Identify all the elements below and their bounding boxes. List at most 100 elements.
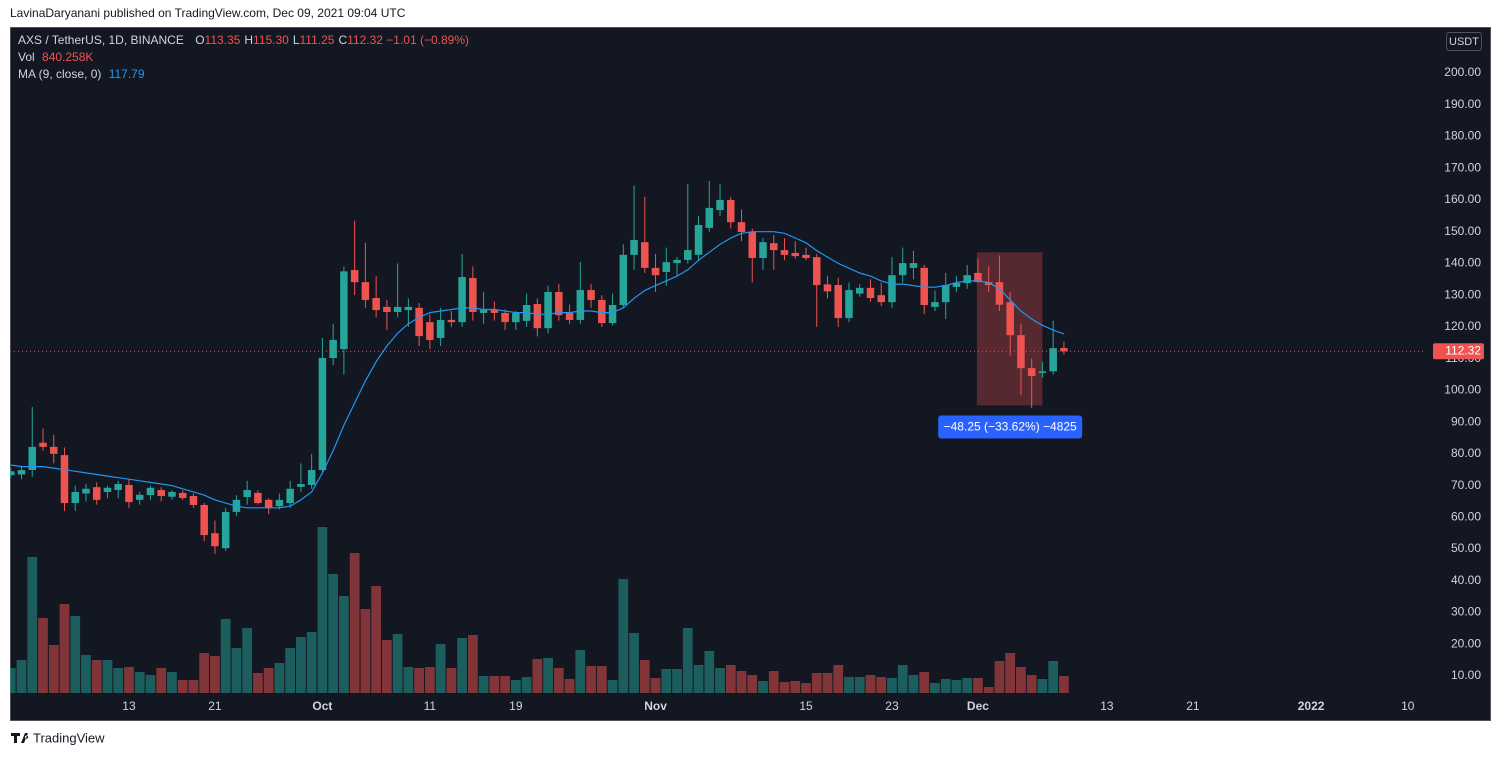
volume-bar [27, 557, 38, 693]
plot-area [10, 180, 1425, 693]
candle-body [157, 490, 165, 497]
candle-body [888, 275, 896, 303]
volume-bar [500, 675, 510, 693]
candle-body [598, 299, 606, 324]
candle-body [501, 312, 509, 323]
candle-body [17, 470, 26, 475]
candle-body [479, 310, 488, 313]
volume-bar [779, 682, 790, 693]
volume-bar [382, 640, 392, 693]
publisher-line: LavinaDaryanani published on TradingView… [10, 6, 406, 20]
candle-body [630, 239, 638, 255]
volume-bar [403, 667, 414, 693]
volume-bar [38, 617, 48, 693]
volume-bar [48, 645, 59, 693]
candle-body [544, 291, 552, 329]
volume-bar [618, 578, 629, 693]
volume-bar [887, 677, 897, 693]
volume-bar [575, 650, 586, 693]
candle-body [458, 277, 466, 323]
volume-bar [16, 660, 27, 693]
candle-body [189, 496, 198, 505]
candle-body [920, 267, 928, 306]
candle-body [812, 257, 821, 286]
candle-body [103, 487, 112, 492]
volume-legend-value: 840.258K [42, 50, 93, 64]
currency-box[interactable] [1446, 32, 1482, 51]
ma-line [10, 231, 1065, 509]
candle-body [898, 263, 907, 276]
candle-body [791, 252, 800, 257]
volume-bar [167, 672, 177, 693]
volume-bar [296, 637, 306, 693]
volume-bar [1026, 675, 1037, 693]
candle-body [512, 312, 520, 323]
volume-bar [736, 670, 747, 693]
volume-bar [564, 678, 575, 693]
volume-bar [994, 660, 1005, 693]
y-tick-label: 190.00 [1444, 97, 1481, 111]
volume-bar [220, 618, 231, 693]
candle-body [963, 275, 971, 284]
volume-bar [801, 682, 811, 693]
ma-legend: MA (9, close, 0) 117.79 [18, 67, 145, 81]
candle-body [114, 484, 122, 491]
candle-body [651, 267, 660, 276]
x-tick-label: 23 [885, 699, 899, 713]
candle-body [200, 504, 208, 536]
volume-bar [467, 635, 478, 693]
volume-bar [317, 527, 328, 693]
volume-bar [328, 573, 339, 693]
ohlc-slot: O113.35 H115.30 L111.25 C112.32 [195, 33, 383, 47]
ohlc-value: 112.32 [347, 33, 383, 47]
volume-bar [489, 675, 500, 693]
candle-body [243, 490, 251, 498]
candle-body [1049, 348, 1057, 372]
candle-body [49, 446, 58, 454]
x-tick-label: Oct [312, 699, 332, 713]
candle-body [662, 262, 671, 272]
volume-bar [790, 680, 801, 693]
ma-legend-value: 117.79 [109, 67, 145, 81]
x-tick-label: 19 [509, 699, 523, 713]
y-tick-label: 70.00 [1451, 478, 1481, 492]
y-tick-label: 120.00 [1444, 319, 1481, 333]
candle-body [1017, 335, 1025, 369]
candle-body [684, 250, 692, 260]
x-tick-label: 15 [799, 699, 813, 713]
candle-body [694, 225, 703, 255]
candle-body [426, 322, 434, 340]
ohlc-value: 113.35 [205, 33, 241, 47]
y-tick-label: 160.00 [1444, 192, 1481, 206]
measure-label: −48.25 (−33.62%) −4825 [944, 420, 1077, 434]
y-tick-label: 40.00 [1451, 573, 1481, 587]
y-tick-label: 90.00 [1451, 414, 1481, 428]
y-tick-label: 150.00 [1444, 224, 1481, 238]
volume-bar [145, 675, 156, 693]
candle-body [60, 455, 69, 504]
volume-bar [844, 677, 854, 693]
volume-bar [672, 668, 682, 693]
y-tick-label: 140.00 [1444, 256, 1481, 270]
volume-bar [596, 665, 607, 693]
candle-body [748, 232, 757, 259]
candle-body [71, 491, 79, 504]
x-tick-label: 2022 [1298, 699, 1325, 713]
volume-bar [231, 647, 242, 693]
candle-body [168, 491, 176, 497]
volume-bar [747, 675, 758, 693]
volume-bar [457, 637, 467, 693]
volume-bar [704, 650, 715, 693]
volume-bar [521, 677, 532, 693]
symbol-legend: AXS / TetherUS, 1D, BINANCE O113.35 H115.… [18, 33, 469, 47]
volume-bar [553, 667, 564, 693]
candle-body [125, 484, 133, 503]
volume-bar [1037, 678, 1048, 693]
x-tick-label: 11 [424, 699, 437, 713]
volume-bar [510, 680, 521, 693]
volume-bar [156, 667, 167, 693]
volume-bar [371, 585, 382, 693]
y-tick-label: 80.00 [1451, 446, 1481, 460]
candle-body [39, 442, 47, 447]
